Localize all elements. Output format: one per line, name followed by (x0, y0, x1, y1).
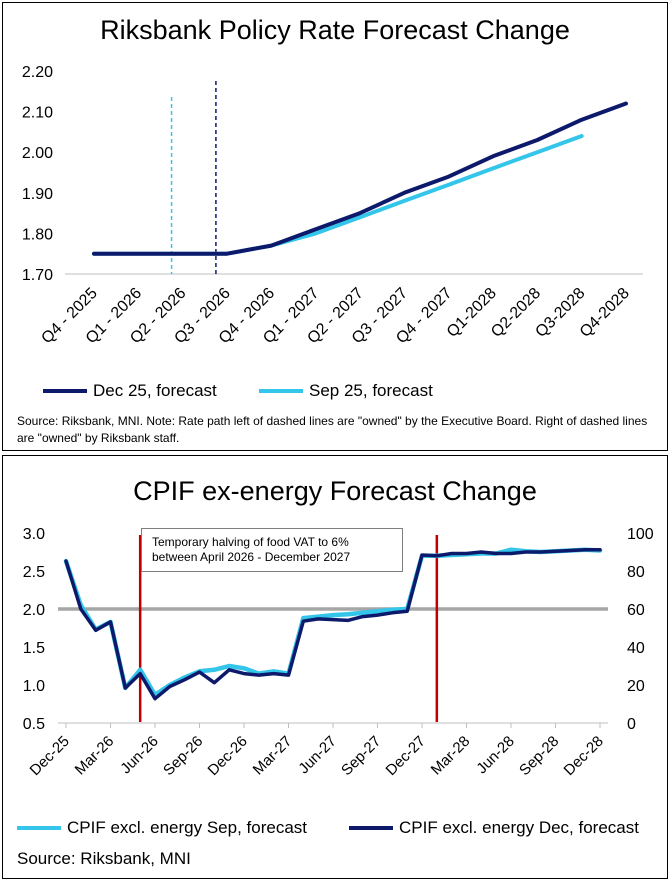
legend-sep25-label: Sep 25, forecast (309, 381, 433, 400)
right-y-tick-label-2: 40 (627, 640, 645, 657)
x-tick-label-12: Dec-28 (561, 733, 607, 779)
legend-cpif-sep-label: CPIF excl. energy Sep, forecast (67, 818, 307, 837)
right-y-tick-label-0: 0 (627, 716, 636, 733)
policy-rate-chart-title: Riksbank Policy Rate Forecast Change (100, 15, 570, 45)
y-tick-label-1: 1.80 (22, 226, 53, 243)
left-y-tick-label-1: 1.0 (23, 678, 45, 695)
x-tick-label-11: Sep-28 (516, 733, 562, 779)
x-tick-label-10: Jun-28 (473, 733, 517, 777)
legend-cpif-sep: CPIF excl. energy Sep, forecast (17, 818, 307, 838)
left-y-tick-label-5: 3.0 (23, 526, 45, 543)
legend-cpif-dec: CPIF excl. energy Dec, forecast (349, 818, 639, 838)
y-tick-label-3: 2.00 (22, 145, 53, 162)
policy-rate-panel: Riksbank Policy Rate Forecast Change 1.7… (2, 2, 668, 451)
x-tick-label-3: Sep-26 (160, 733, 206, 779)
legend-cpif-dec-label: CPIF excl. energy Dec, forecast (399, 818, 639, 837)
x-tick-label-12: Q4-2028 (577, 285, 633, 341)
right-y-tick-label-3: 60 (627, 602, 645, 619)
legend-cpif-dec-swatch (349, 826, 393, 830)
legend-cpif-sep-swatch (17, 826, 61, 830)
cpif-chart: 0.51.01.52.02.53.0020406080100Dec-25Mar-… (23, 526, 654, 779)
series-line-0 (92, 101, 628, 256)
left-y-tick-label-3: 2.0 (23, 602, 45, 619)
y-tick-label-2: 1.90 (22, 186, 53, 203)
legend-dec25-swatch (43, 389, 87, 393)
y-tick-label-5: 2.20 (22, 64, 53, 81)
x-tick-label-9: Mar-28 (428, 733, 474, 779)
x-tick-label-7: Sep-27 (338, 733, 384, 779)
legend-dec25-label: Dec 25, forecast (93, 381, 217, 400)
x-tick-label-8: Dec-27 (383, 733, 429, 779)
x-tick-label-4: Dec-26 (205, 733, 251, 779)
left-y-tick-label-0: 0.5 (23, 716, 45, 733)
x-tick-label-5: Mar-27 (250, 733, 296, 779)
x-tick-label-2: Jun-26 (117, 733, 161, 777)
cpif-source-note: Source: Riksbank, MNI (17, 849, 191, 868)
legend-sep25: Sep 25, forecast (259, 381, 433, 401)
right-y-tick-label-4: 80 (627, 564, 645, 581)
legend-sep25-swatch (259, 389, 303, 393)
right-y-tick-label-1: 20 (627, 678, 645, 695)
cpif-chart-title: CPIF ex-energy Forecast Change (133, 476, 537, 506)
y-tick-label-0: 1.70 (22, 267, 53, 284)
left-y-tick-label-4: 2.5 (23, 564, 45, 581)
right-y-tick-label-5: 100 (627, 526, 654, 543)
left-y-tick-label-2: 1.5 (23, 640, 45, 657)
y-tick-label-4: 2.10 (22, 105, 53, 122)
x-tick-label-0: Dec-25 (27, 733, 73, 779)
policy-rate-source-note: Source: Riksbank, MNI. Note: Rate path l… (17, 414, 648, 445)
vat-annotation-box: Temporary halving of food VAT to 6% betw… (141, 528, 403, 572)
legend-dec25: Dec 25, forecast (43, 381, 217, 401)
x-tick-label-6: Jun-27 (295, 733, 339, 777)
series-line-1 (92, 134, 584, 256)
x-tick-label-1: Mar-26 (72, 733, 118, 779)
cpif-panel: CPIF ex-energy Forecast Change 0.5 1.0 1.5… (2, 455, 668, 879)
